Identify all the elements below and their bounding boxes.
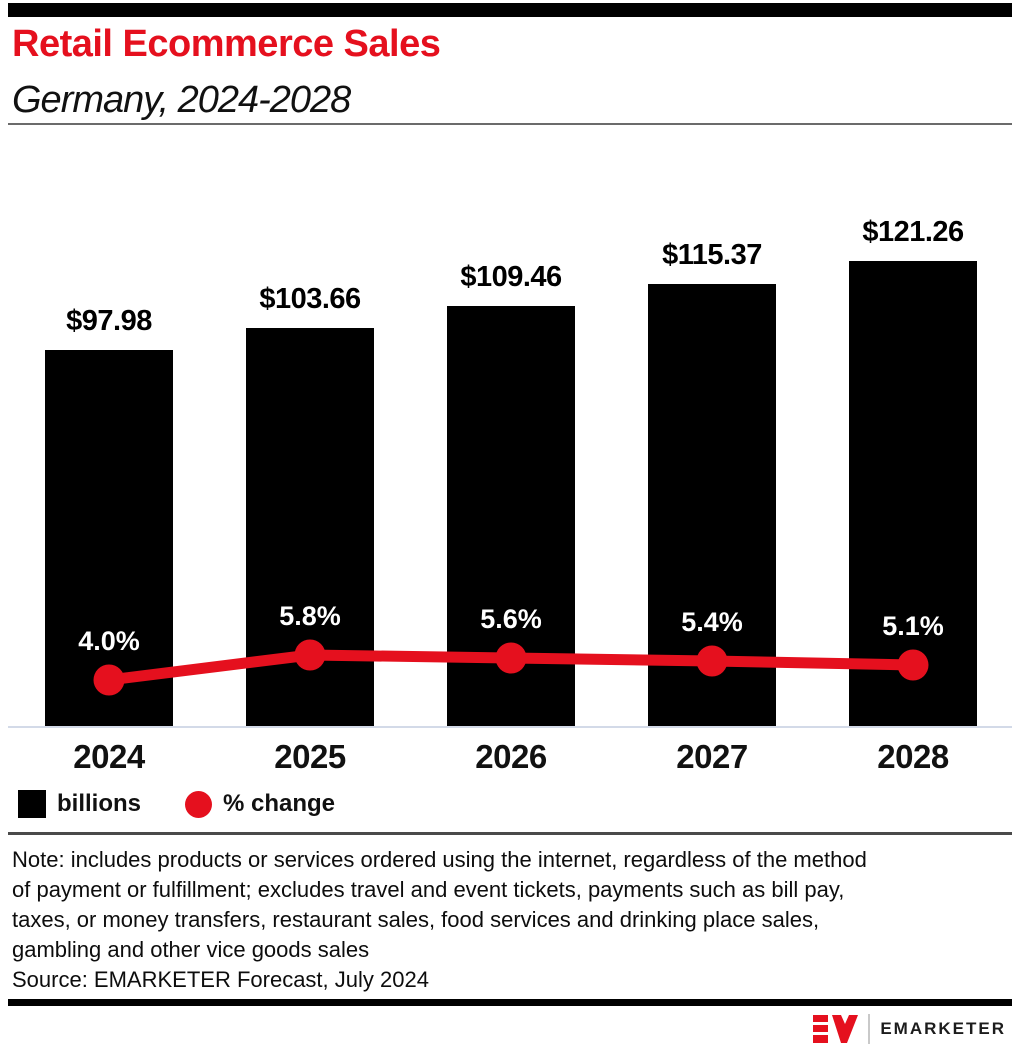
bar-2024 bbox=[45, 350, 173, 726]
source-text: Source: EMARKETER Forecast, July 2024 bbox=[12, 967, 429, 992]
plot-area: $97.98 $103.66 $109.46 $115.37 $121.26 4.0% 5.… bbox=[8, 127, 1012, 728]
header-divider bbox=[8, 123, 1012, 125]
bar-value-label-2028: $121.26 bbox=[862, 216, 964, 248]
top-rule bbox=[8, 3, 1012, 17]
legend-divider bbox=[8, 832, 1012, 835]
x-axis-label-2027: 2027 bbox=[676, 738, 748, 775]
logo-row: EMARKETER bbox=[0, 1013, 1006, 1044]
x-axis-label-2026: 2026 bbox=[475, 738, 547, 775]
billions-swatch-icon bbox=[18, 790, 46, 818]
pct-change-swatch-icon bbox=[185, 790, 212, 818]
pct-label-2024: 4.0% bbox=[78, 626, 140, 656]
pct-change-point-2028 bbox=[897, 649, 929, 681]
x-axis-label-2024: 2024 bbox=[73, 738, 145, 775]
chart-subtitle: Germany, 2024-2028 bbox=[12, 79, 351, 121]
note-line: taxes, or money transfers, restaurant sa… bbox=[12, 907, 820, 932]
bar-value-label-2025: $103.66 bbox=[259, 283, 361, 315]
legend-label-billions: billions bbox=[57, 790, 141, 817]
x-axis-label-2025: 2025 bbox=[274, 738, 346, 775]
chart-title: Retail Ecommerce Sales bbox=[12, 23, 441, 65]
note-line: gambling and other vice goods sales bbox=[12, 937, 370, 962]
pct-change-point-2025 bbox=[294, 639, 326, 671]
x-axis-label-2028: 2028 bbox=[877, 738, 949, 775]
bar-value-label-2024: $97.98 bbox=[66, 305, 152, 337]
pct-label-2027: 5.4% bbox=[681, 607, 743, 637]
logo-divider bbox=[868, 1013, 871, 1044]
note-line: of payment or fulfillment; excludes trav… bbox=[12, 877, 845, 902]
pct-label-2025: 5.8% bbox=[279, 601, 341, 631]
pct-change-point-2026 bbox=[495, 642, 527, 674]
pct-change-point-2027 bbox=[696, 645, 728, 677]
bar-value-label-2026: $109.46 bbox=[460, 261, 562, 293]
pct-change-point-2024 bbox=[93, 664, 125, 696]
bar-value-label-2027: $115.37 bbox=[662, 239, 762, 271]
pct-label-2028: 5.1% bbox=[882, 611, 944, 641]
pct-label-2026: 5.6% bbox=[480, 604, 542, 634]
note-line: Note: includes products or services orde… bbox=[12, 847, 867, 872]
x-axis: 2024 2025 2026 2027 2028 bbox=[8, 728, 1012, 776]
legend-label-pct-change: % change bbox=[223, 790, 336, 817]
footer-rule bbox=[8, 999, 1012, 1006]
note-text: Note: includes products or services orde… bbox=[12, 845, 1008, 965]
emarketer-wordmark: EMARKETER bbox=[880, 1018, 1006, 1038]
legend: billions % change bbox=[18, 790, 1020, 818]
pct-change-line bbox=[93, 639, 929, 696]
emarketer-logo-icon bbox=[813, 1014, 859, 1043]
bar-2028 bbox=[849, 261, 977, 726]
